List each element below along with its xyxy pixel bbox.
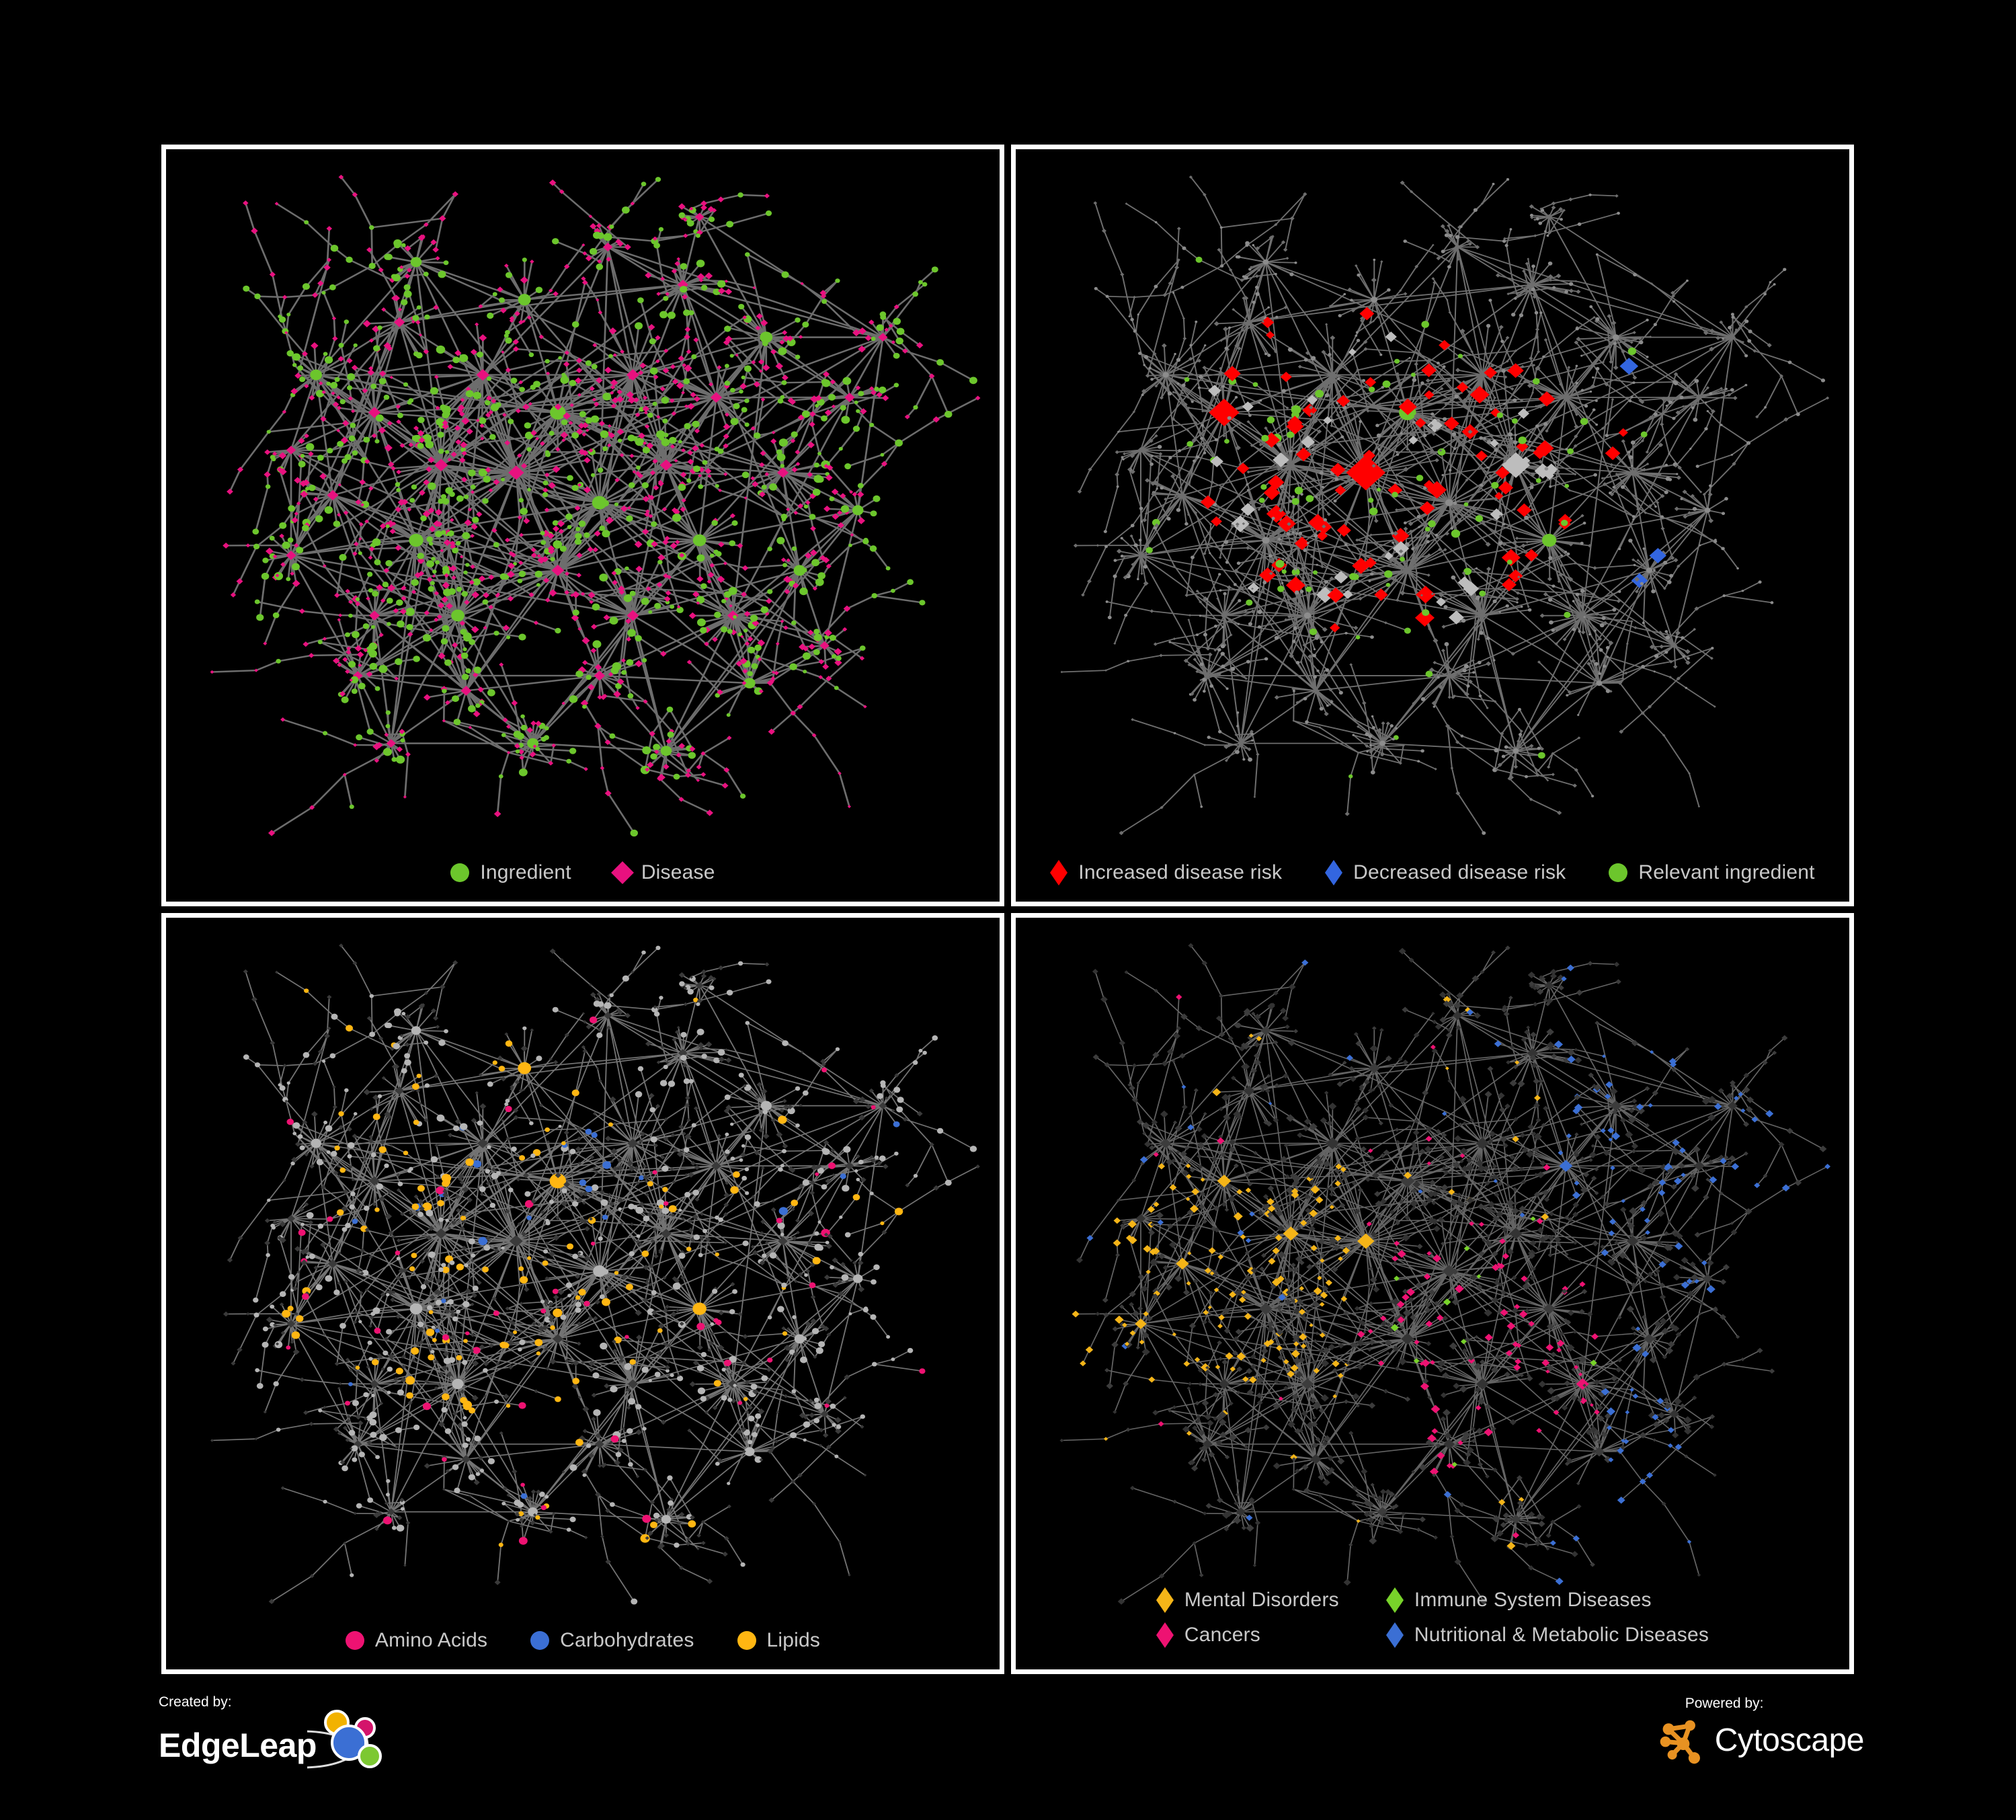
- created-by-label: Created by:: [159, 1694, 232, 1710]
- network-canvas-ingredient-disease: [166, 149, 1000, 902]
- edgeleap-branding: Created by: EdgeLeap: [159, 1694, 395, 1778]
- network-canvas-ingredient-class: [166, 918, 1000, 1670]
- network-canvas-disease-risk: [1016, 149, 1849, 902]
- edgeleap-wordmark: EdgeLeap: [159, 1726, 317, 1764]
- panel-disease-risk: Increased disease risk Decreased disease…: [1011, 145, 1854, 906]
- cytoscape-logo: Cytoscape: [1657, 1714, 1865, 1767]
- powered-by-label: Powered by:: [1685, 1696, 1764, 1711]
- cytoscape-network-icon: [1660, 1720, 1700, 1764]
- network-svg-3: [210, 943, 980, 1605]
- network-canvas-disease-class: [1016, 918, 1849, 1670]
- edgeleap-logo: EdgeLeap: [159, 1710, 395, 1778]
- edgeleap-network-icon: [307, 1710, 382, 1769]
- network-svg-4: [1059, 943, 1831, 1605]
- cytoscape-wordmark: Cytoscape: [1714, 1723, 1865, 1758]
- cytoscape-branding: Powered by:: [1657, 1696, 1865, 1767]
- network-svg-2: [1060, 175, 1830, 836]
- panel-grid: Ingredient Disease Increased disease r: [161, 145, 1854, 1674]
- panel-ingredient-disease: Ingredient Disease: [161, 145, 1004, 906]
- panel-ingredient-class: Amino Acids Carbohydrates Lipids: [161, 912, 1004, 1674]
- panel-disease-class: Mental Disorders Immune System Diseases …: [1011, 912, 1854, 1674]
- footer: Created by: EdgeLeap Powered by:: [0, 1681, 2016, 1820]
- network-svg-1: [210, 174, 981, 837]
